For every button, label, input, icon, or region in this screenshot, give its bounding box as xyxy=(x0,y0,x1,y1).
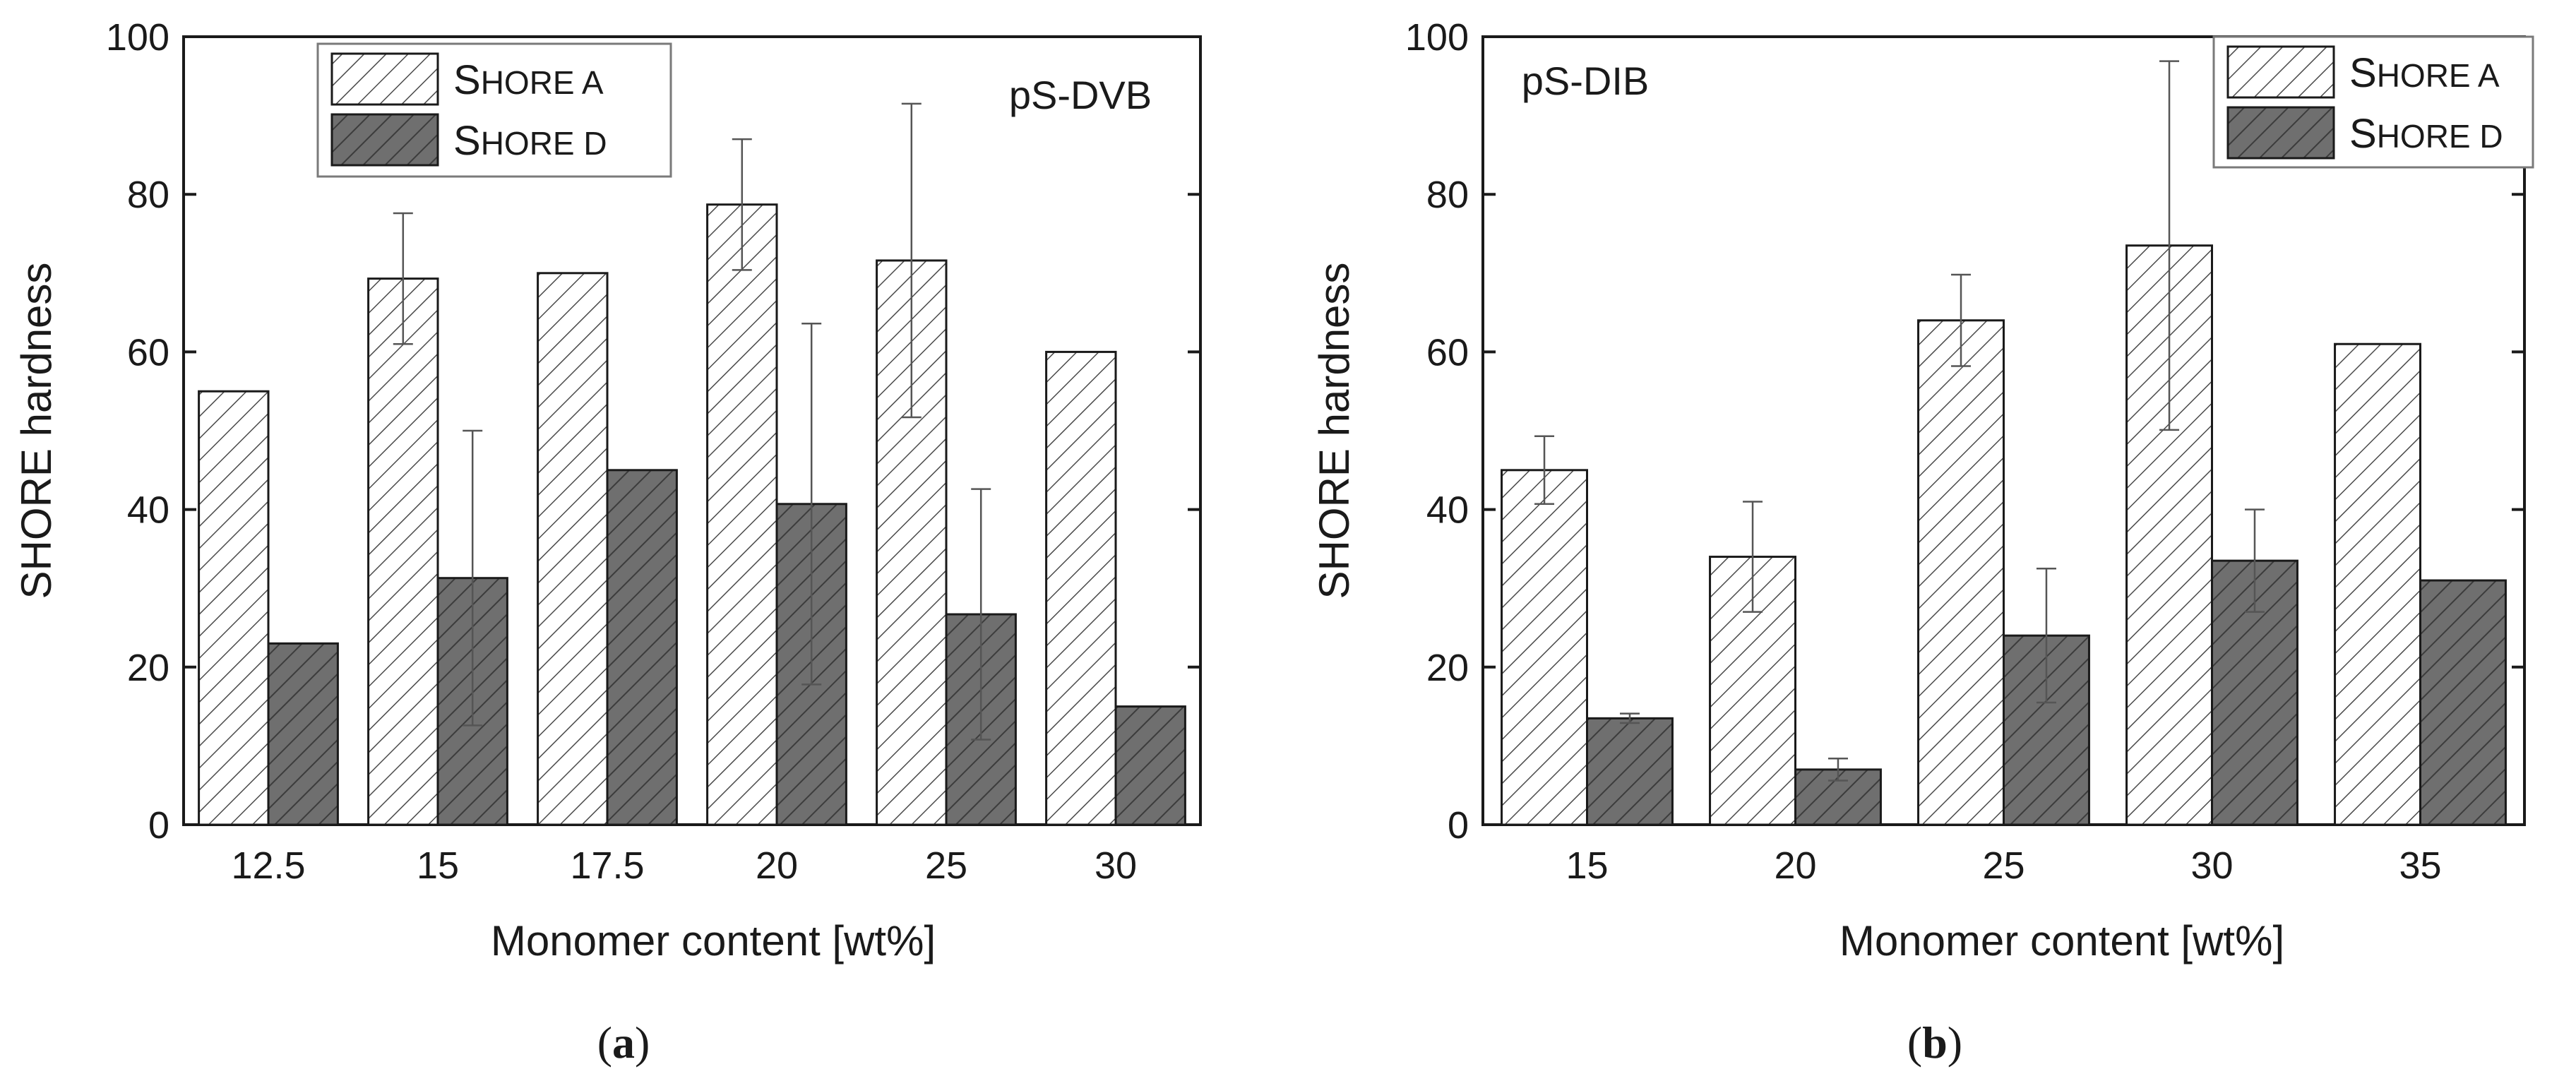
bar-shore-a-b xyxy=(2334,342,2422,826)
bar-shore-d-b xyxy=(2419,579,2507,826)
y-tick-label-b: 0 xyxy=(1448,804,1469,847)
plot-frame-a xyxy=(182,35,1202,826)
panel-letter-b: b xyxy=(1922,1017,1948,1068)
bar-shore-d-a xyxy=(606,469,678,826)
y-tick-label-a: 100 xyxy=(106,16,169,59)
legend-label-shore-a-b: SHORE A xyxy=(2349,50,2500,96)
x-tick-label-a: 20 xyxy=(756,844,798,887)
bar-shore-a-b xyxy=(1917,319,2005,826)
series-annotation-a: pS-DVB xyxy=(1009,73,1152,117)
panel-letter-a: a xyxy=(612,1017,635,1068)
x-axis-label-a: Monomer content [wt%] xyxy=(491,917,936,964)
chart-panel-a: 0 20 40 60 80 100 12.5 15 17.5 20 25 30 SHORE A SHORE… xyxy=(13,16,1202,1068)
y-tick-label-b: 40 xyxy=(1426,489,1469,532)
y-tick-label-a: 0 xyxy=(148,804,169,847)
legend-label-shore-d-a: SHORE D xyxy=(453,118,607,164)
x-tick-label-a: 25 xyxy=(925,844,967,887)
x-tick-label-b: 30 xyxy=(2190,844,2233,887)
y-tick-label-a: 20 xyxy=(127,647,169,689)
x-tick-label-a: 15 xyxy=(417,844,459,887)
y-tick-label-b: 80 xyxy=(1426,174,1469,216)
x-tick-label-a: 12.5 xyxy=(231,844,305,887)
y-axis-label-a: SHORE hardness xyxy=(13,263,60,599)
x-tick-label-b: 20 xyxy=(1774,844,1816,887)
legend-label-shore-d-b: SHORE D xyxy=(2349,111,2503,157)
legend-swatch-shore-d-a xyxy=(330,113,439,167)
y-tick-label-b: 20 xyxy=(1426,647,1469,689)
x-axis-label-b: Monomer content [wt%] xyxy=(1839,917,2284,964)
legend-swatch-shore-a-b xyxy=(2226,45,2335,99)
x-tick-label-a: 30 xyxy=(1095,844,1137,887)
legend-swatch-shore-d-b xyxy=(2226,106,2335,160)
bar-shore-d-b xyxy=(1586,717,1674,826)
panel-caption-b: (b) xyxy=(1907,1017,1962,1068)
y-tick-label-b: 100 xyxy=(1405,16,1469,59)
bar-shore-a-a xyxy=(367,277,439,826)
y-tick-label-b: 60 xyxy=(1426,331,1469,374)
bar-shore-a-a xyxy=(1045,350,1117,826)
legend-swatch-shore-a-a xyxy=(330,52,439,106)
x-tick-label-b: 15 xyxy=(1566,844,1608,887)
plot-area-b: 0 20 40 60 80 100 15 20 25 30 35 SHORE A SHORE D xyxy=(1405,16,2534,887)
chart-panel-b: 0 20 40 60 80 100 15 20 25 30 35 SHORE A SHORE D SHO… xyxy=(1311,16,2534,1068)
y-tick-label-a: 60 xyxy=(127,331,169,374)
legend-label-shore-a-a: SHORE A xyxy=(453,57,604,103)
y-tick-label-a: 40 xyxy=(127,489,169,532)
bar-shore-a-a xyxy=(537,272,609,826)
panel-caption-a: (a) xyxy=(597,1017,650,1068)
bar-shore-a-a xyxy=(198,390,270,826)
x-tick-label-a: 17.5 xyxy=(570,844,644,887)
x-tick-label-b: 25 xyxy=(1982,844,2025,887)
series-annotation-b: pS-DIB xyxy=(1522,59,1650,103)
y-axis-label-b: SHORE hardness xyxy=(1311,263,1358,599)
bar-shore-d-a xyxy=(1114,705,1186,826)
x-tick-label-b: 35 xyxy=(2399,844,2441,887)
bar-shore-a-a xyxy=(706,203,778,826)
bar-shore-d-a xyxy=(267,642,339,826)
plot-area-a: 0 20 40 60 80 100 12.5 15 17.5 20 25 30 SHORE A SHORE… xyxy=(106,16,1202,887)
bar-shore-a-b xyxy=(1501,469,1589,826)
y-tick-label-a: 80 xyxy=(127,174,169,216)
